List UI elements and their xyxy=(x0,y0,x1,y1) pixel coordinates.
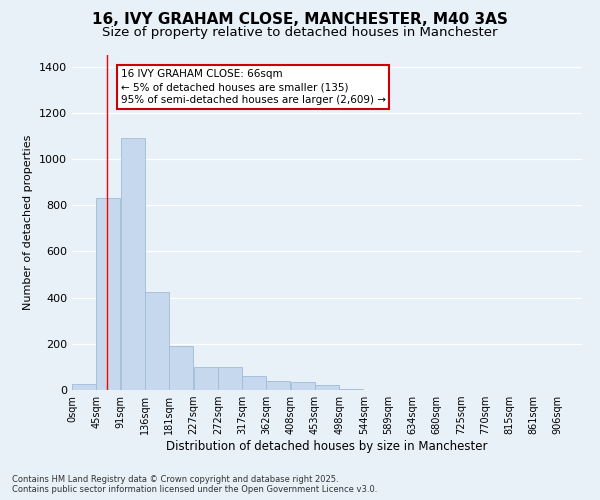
Bar xyxy=(194,367,218,390)
X-axis label: Distribution of detached houses by size in Manchester: Distribution of detached houses by size … xyxy=(166,440,488,453)
Text: 16 IVY GRAHAM CLOSE: 66sqm
← 5% of detached houses are smaller (135)
95% of semi: 16 IVY GRAHAM CLOSE: 66sqm ← 5% of detac… xyxy=(121,69,386,106)
Bar xyxy=(145,292,169,390)
Bar xyxy=(242,376,266,390)
Text: Contains HM Land Registry data © Crown copyright and database right 2025.
Contai: Contains HM Land Registry data © Crown c… xyxy=(12,474,377,494)
Bar xyxy=(315,386,339,390)
Bar xyxy=(169,346,193,390)
Y-axis label: Number of detached properties: Number of detached properties xyxy=(23,135,34,310)
Bar xyxy=(291,382,315,390)
Bar xyxy=(96,198,120,390)
Text: 16, IVY GRAHAM CLOSE, MANCHESTER, M40 3AS: 16, IVY GRAHAM CLOSE, MANCHESTER, M40 3A… xyxy=(92,12,508,28)
Bar xyxy=(266,381,290,390)
Bar xyxy=(121,138,145,390)
Bar xyxy=(218,367,242,390)
Bar xyxy=(72,384,96,390)
Text: Size of property relative to detached houses in Manchester: Size of property relative to detached ho… xyxy=(102,26,498,39)
Bar xyxy=(339,388,363,390)
